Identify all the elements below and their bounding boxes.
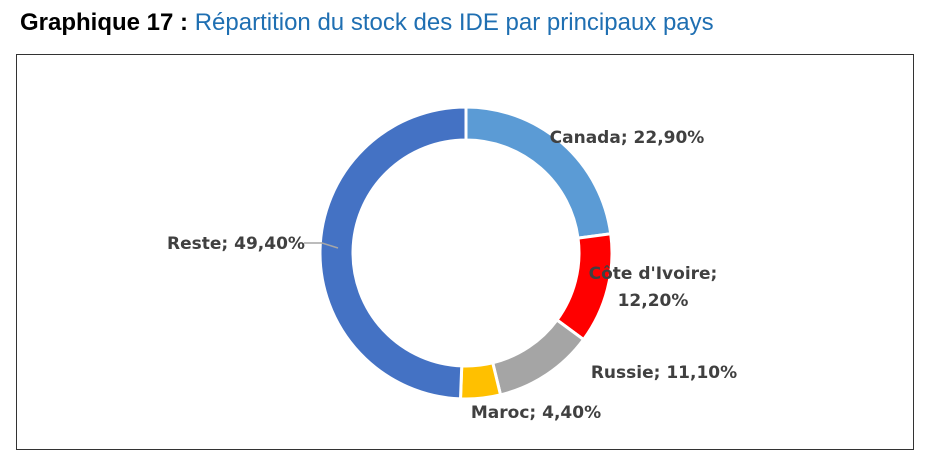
chart-heading: Graphique 17 : Répartition du stock des …	[20, 6, 714, 40]
figure-number: Graphique 17	[20, 9, 174, 36]
slice-maroc	[458, 360, 503, 401]
data-label-reste: Reste; 49,40%	[167, 234, 305, 254]
data-label-c-te-d-ivoire: Côte d'Ivoire; 12,20%	[589, 264, 718, 311]
data-label-maroc: Maroc; 4,40%	[471, 403, 601, 423]
data-label-russie: Russie; 11,10%	[591, 363, 737, 383]
heading-separator: :	[180, 9, 189, 36]
slice-canada	[464, 105, 613, 240]
leader-line-reste	[304, 242, 339, 249]
data-label-canada: Canada; 22,90%	[550, 128, 705, 148]
slice-c-te-d-ivoire	[554, 232, 614, 342]
chart-title: Répartition du stock des IDE par princip…	[194, 9, 714, 36]
slice-reste	[318, 105, 468, 401]
slice-russie	[490, 317, 586, 397]
